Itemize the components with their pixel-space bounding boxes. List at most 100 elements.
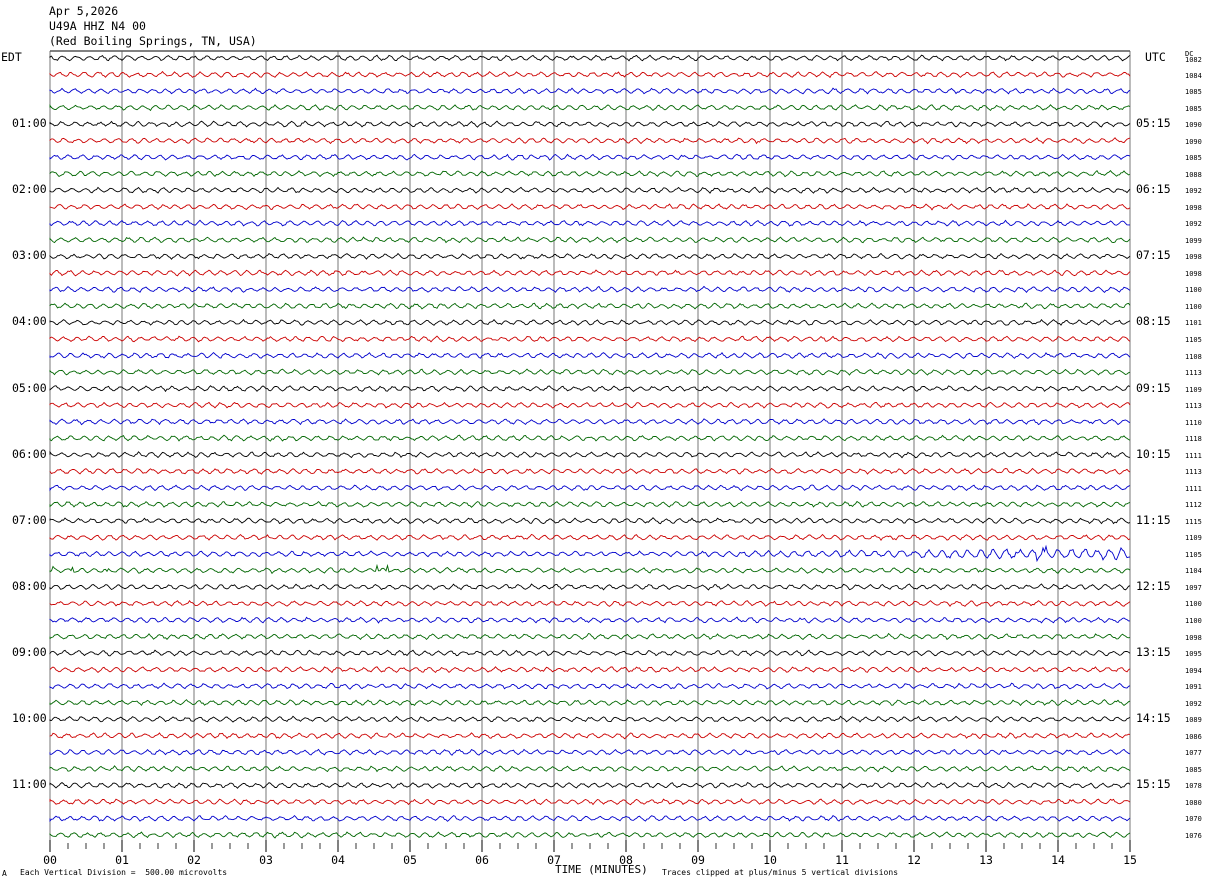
left-hour-label: 06:00: [12, 446, 47, 461]
trace-line: [49, 563, 1131, 575]
dc-offset-label: 1088: [1185, 170, 1202, 179]
trace-line: [49, 484, 1131, 492]
trace-line: [49, 54, 1131, 62]
dc-offset-label: 1077: [1185, 749, 1202, 758]
dc-offset-label: 1100: [1185, 617, 1202, 626]
dc-offset-label: 1105: [1185, 550, 1202, 559]
dc-offset-label: 1084: [1185, 71, 1202, 80]
trace-line: [49, 600, 1131, 607]
right-hour-label: 09:15: [1136, 380, 1171, 395]
x-tick-label: 10: [763, 853, 777, 867]
corner-mark: A: [2, 869, 7, 878]
x-tick-label: 14: [1051, 853, 1065, 867]
dc-offset-label: 1110: [1185, 418, 1202, 427]
station-label: U49A HHZ N4 00: [49, 19, 146, 33]
left-hour-label: 02:00: [12, 182, 47, 197]
trace-line: [49, 632, 1131, 641]
trace-line: [49, 544, 1131, 563]
left-hour-label: 09:00: [12, 645, 47, 660]
trace-line: [49, 203, 1131, 211]
trace-line: [49, 70, 1131, 79]
dc-offset-label: 1092: [1185, 187, 1202, 196]
x-tick-label: 00: [43, 853, 57, 867]
dc-offset-label: 1109: [1185, 385, 1202, 394]
dc-offset-label: 1112: [1185, 501, 1202, 510]
right-hour-label: 05:15: [1136, 116, 1171, 131]
dc-offset-label: 1086: [1185, 732, 1202, 741]
location-label: (Red Boiling Springs, TN, USA): [49, 34, 257, 48]
trace-line: [49, 418, 1131, 426]
dc-offset-label: 1108: [1185, 352, 1202, 361]
dc-offset-label: 1094: [1185, 666, 1202, 675]
dc-offset-label: 1111: [1185, 451, 1202, 460]
trace-line: [49, 814, 1131, 823]
dc-offset-label: 1109: [1185, 534, 1202, 543]
dc-offset-label: 1098: [1185, 253, 1202, 262]
right-hour-label: 15:15: [1136, 777, 1171, 792]
trace-line: [49, 533, 1131, 542]
trace-line: [49, 137, 1131, 145]
right-hour-label: 14:15: [1136, 711, 1171, 726]
trace-line: [49, 302, 1131, 310]
trace-line: [49, 87, 1131, 95]
dc-offset-label: 1085: [1185, 154, 1202, 163]
dc-offset-label: 1104: [1185, 567, 1202, 576]
trace-line: [49, 434, 1131, 442]
trace-line: [49, 120, 1131, 128]
trace-line: [49, 583, 1131, 591]
dc-offset-label: 1100: [1185, 600, 1202, 609]
trace-line: [49, 500, 1131, 508]
trace-line: [49, 351, 1131, 359]
x-tick-label: 11: [835, 853, 849, 867]
dc-offset-label: 1085: [1185, 104, 1202, 113]
trace-line: [49, 732, 1131, 740]
trace-line: [49, 401, 1131, 409]
right-hour-label: 08:15: [1136, 314, 1171, 329]
dc-offset-label: 1097: [1185, 583, 1202, 592]
left-hour-label: 07:00: [12, 512, 47, 527]
right-hour-label: 12:15: [1136, 578, 1171, 593]
trace-line: [49, 170, 1131, 178]
dc-offset-label: 1080: [1185, 798, 1202, 807]
x-tick-label: 01: [115, 853, 129, 867]
left-hour-label: 10:00: [12, 711, 47, 726]
trace-line: [49, 335, 1131, 343]
dc-offset-label: 1098: [1185, 633, 1202, 642]
dc-offset-label: 1098: [1185, 203, 1202, 212]
dc-offset-label: 1111: [1185, 484, 1202, 493]
trace-line: [49, 104, 1131, 112]
trace-line: [49, 666, 1131, 674]
x-tick-label: 08: [619, 853, 633, 867]
x-tick-label: 13: [979, 853, 993, 867]
dc-offset-label: 1113: [1185, 402, 1202, 411]
dc-offset-label: 1105: [1185, 336, 1202, 344]
trace-line: [49, 715, 1131, 723]
clip-note: Traces clipped at plus/minus 5 vertical …: [662, 868, 899, 877]
left-hour-label: 03:00: [12, 248, 47, 263]
right-hour-label: 11:15: [1136, 512, 1171, 527]
dc-offset-label: 1076: [1185, 831, 1202, 840]
trace-line: [49, 153, 1131, 161]
right-hour-label: 07:15: [1136, 248, 1171, 263]
trace-line: [49, 798, 1131, 806]
dc-offset-label: 1092: [1185, 699, 1202, 708]
dc-offset-label: 1100: [1185, 286, 1202, 295]
x-tick-label: 07: [547, 853, 561, 867]
trace-line: [49, 269, 1131, 277]
dc-offset-label: 1078: [1185, 782, 1202, 791]
dc-offset-label: 1115: [1185, 517, 1202, 526]
trace-line: [49, 467, 1131, 475]
trace-line: [49, 616, 1130, 624]
trace-line: [49, 368, 1131, 376]
trace-line: [49, 699, 1131, 707]
trace-line: [49, 318, 1131, 326]
x-axis-label: TIME (MINUTES): [555, 863, 648, 876]
dc-offset-label: 1085: [1185, 765, 1202, 774]
trace-line: [49, 450, 1131, 459]
trace-line: [49, 385, 1131, 393]
trace-line: [49, 236, 1131, 244]
x-tick-label: 06: [475, 853, 489, 867]
x-tick-label: 04: [331, 853, 345, 867]
right-hour-label: 06:15: [1136, 182, 1171, 197]
